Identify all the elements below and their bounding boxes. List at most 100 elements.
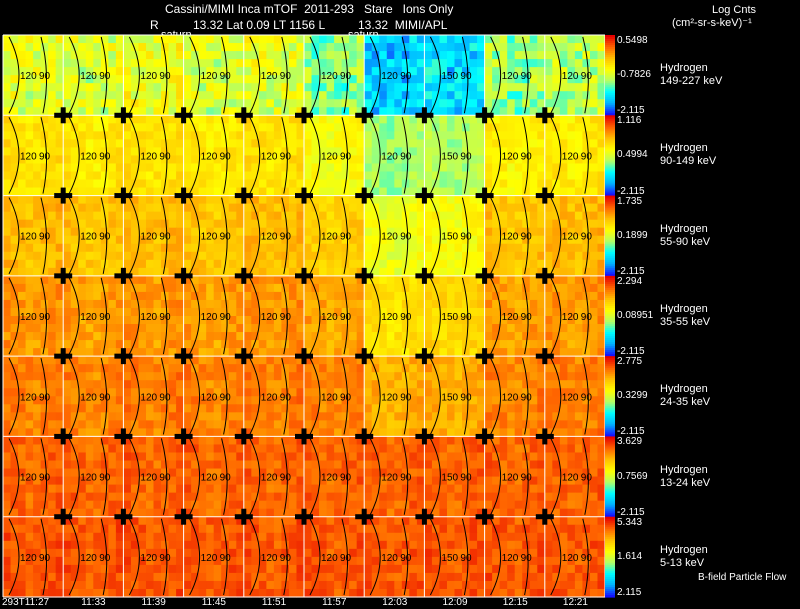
field-line-arc: [401, 438, 409, 515]
row-species-label: Hydrogen: [660, 303, 708, 315]
field-line-arc: [100, 358, 108, 435]
field-line-arc: [128, 518, 140, 596]
heatmap-frame-r3-c3: [183, 275, 245, 357]
overlay-angle-label: 90: [400, 71, 412, 82]
colorbar-mid-label: 0.1899: [617, 229, 648, 241]
overlay-angle-label: 90: [521, 71, 533, 82]
field-line-arc: [550, 438, 562, 515]
cross-marker: [54, 267, 73, 284]
field-line-arc: [189, 36, 201, 114]
heatmap-frame-r2-c1: [63, 195, 125, 277]
overlay-angle-label: 90: [280, 473, 292, 484]
field-line-arc: [309, 117, 321, 194]
x-tick-label: 12:03: [382, 597, 408, 608]
overlay-angle-label: 120: [562, 473, 579, 484]
heatmap-frame-r4-c8: [484, 356, 546, 438]
overlay-angle-label: 120: [321, 71, 338, 82]
overlay-angle-label: 90: [99, 553, 111, 564]
field-line-arc: [309, 277, 321, 355]
field-line-arc: [100, 518, 108, 596]
heatmap-frame-r6-c9: [544, 516, 606, 598]
overlay-angle-label: 120: [20, 312, 37, 323]
overlay-angle-label: 90: [220, 392, 232, 403]
field-line-arc: [281, 518, 288, 596]
cross-marker: [295, 107, 313, 124]
row-energy-label: 13-24 keV: [660, 476, 711, 489]
overlay-angle-label: 90: [99, 392, 111, 403]
x-tick-label: 11:39: [141, 597, 166, 608]
field-line-arc: [490, 277, 502, 355]
overlay-angle-label: 120: [201, 312, 218, 323]
field-line-arc: [249, 518, 261, 596]
field-line-arc: [461, 197, 469, 274]
overlay-angle-label: 120: [381, 312, 398, 323]
overlay-angle-label: 120: [20, 151, 37, 162]
overlay-angle-label: 90: [39, 473, 51, 484]
colorbar-row-1: [605, 115, 615, 197]
overlay-angle-label: 120: [381, 151, 398, 162]
row-energy-label: 55-90 keV: [660, 235, 711, 248]
field-line-arc: [68, 36, 80, 114]
overlay-angle-label: 120: [20, 392, 37, 403]
heatmap-frame-r5-c3: [183, 436, 245, 518]
overlay-angle-label: 90: [159, 392, 171, 403]
cross-marker: [475, 508, 494, 525]
field-line-arc: [461, 277, 469, 355]
cross-marker: [415, 428, 434, 445]
field-line-arc: [461, 358, 469, 435]
colorbar-min-label: -2.115: [617, 105, 645, 117]
row-species-label: Hydrogen: [660, 463, 708, 476]
field-line-arc: [160, 518, 168, 596]
heatmap-frame-r1-c3: [183, 115, 245, 197]
overlay-angle-label: 90: [460, 151, 472, 162]
overlay-angle-label: 90: [521, 553, 533, 564]
cross-marker: [54, 508, 73, 525]
colorbar-title-line2: (cm²-sr-s-keV)⁻¹: [672, 17, 752, 29]
field-line-arc: [369, 438, 381, 515]
field-line-arc: [461, 36, 469, 114]
overlay-angle-label: 90: [521, 312, 533, 323]
x-tick-label: 293T11:27: [2, 597, 50, 608]
overlay-angle-label: 120: [201, 151, 218, 162]
overlay-angle-label: 90: [400, 392, 412, 403]
field-line-arc: [281, 277, 288, 355]
plot-title: Cassini/MIMI Inca mTOF 2011-293 Stare Io…: [165, 2, 454, 16]
cross-marker: [54, 428, 73, 445]
overlay-angle-label: 120: [80, 553, 97, 564]
field-line-arc: [341, 438, 349, 515]
overlay-angle-label: 120: [140, 392, 157, 403]
field-line-arc: [429, 117, 441, 194]
cross-marker: [234, 428, 253, 445]
heatmap-frame-r0-c0: [3, 35, 64, 116]
field-line-arc: [221, 197, 228, 274]
overlay-angle-label: 90: [581, 312, 593, 323]
colorbar-row-3: [605, 275, 615, 357]
field-line-arc: [401, 518, 409, 596]
colorbar-mid-label: -0.7826: [617, 69, 651, 81]
field-line-arc: [281, 438, 288, 515]
bfield-particle-flow-label: B-field Particle Flow: [698, 572, 787, 583]
field-line-arc: [221, 117, 228, 194]
field-line-arc: [281, 117, 288, 194]
field-line-arc: [369, 36, 381, 114]
colorbar-row-0: [605, 35, 615, 116]
overlay-angle-label: 90: [39, 232, 51, 243]
overlay-angle-label: 90: [39, 71, 51, 82]
overlay-angle-label: 90: [159, 553, 171, 564]
field-line-arc: [582, 518, 589, 596]
field-line-arc: [401, 197, 409, 274]
overlay-angle-label: 120: [261, 473, 278, 484]
heatmap-frame-r5-c0: [3, 436, 64, 518]
overlay-angle-label: 120: [502, 312, 519, 323]
overlay-angle-label: 120: [381, 71, 398, 82]
cross-marker: [475, 187, 494, 204]
overlay-angle-label: 90: [159, 312, 171, 323]
overlay-angle-label: 90: [159, 151, 171, 162]
overlay-angle-label: 90: [159, 232, 171, 243]
field-line-arc: [461, 117, 469, 194]
field-line-arc: [490, 36, 502, 114]
cross-marker: [174, 348, 193, 365]
colorbar-row-6: [605, 516, 615, 598]
field-line-arc: [8, 518, 20, 596]
